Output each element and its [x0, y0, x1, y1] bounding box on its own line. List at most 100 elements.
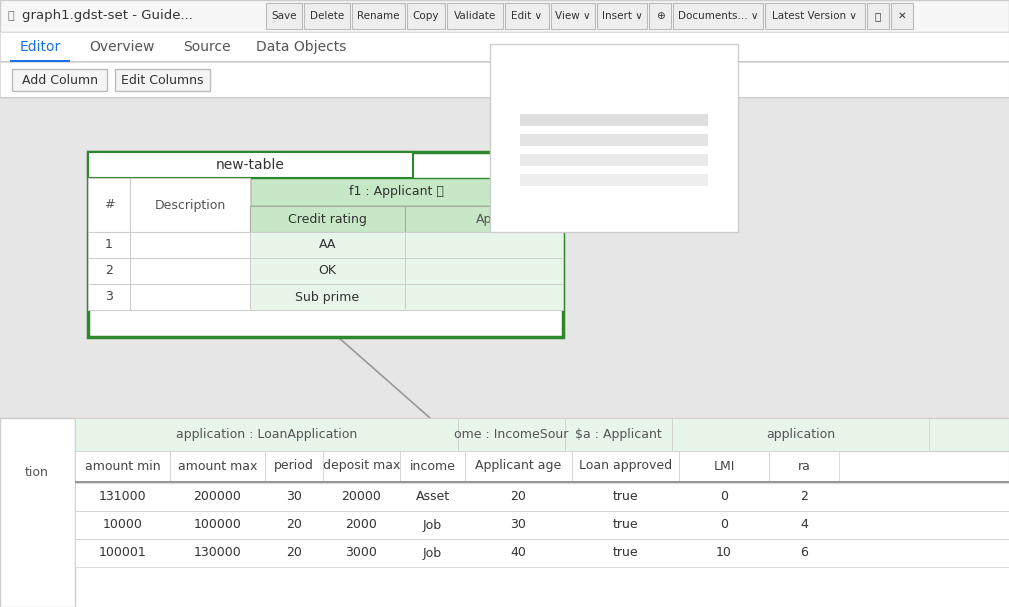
Bar: [0, 62, 1009, 98]
Text: Loan approved: Loan approved: [579, 459, 672, 472]
Bar: [504, 3, 549, 29]
Text: Job: Job: [423, 546, 442, 560]
Text: 20000: 20000: [342, 490, 381, 503]
Bar: [465, 451, 572, 481]
Text: tion: tion: [25, 467, 49, 480]
Text: 6: 6: [800, 546, 808, 560]
Bar: [0, 0, 1009, 32]
Bar: [88, 258, 130, 284]
Text: 131000: 131000: [99, 490, 146, 503]
Bar: [520, 154, 708, 166]
Bar: [88, 152, 413, 178]
Bar: [0, 418, 1009, 607]
Bar: [75, 483, 1009, 511]
Bar: [769, 451, 839, 481]
Text: Save: Save: [271, 11, 297, 21]
Bar: [405, 284, 563, 310]
Text: 2000: 2000: [345, 518, 377, 532]
Bar: [597, 3, 647, 29]
Bar: [88, 152, 563, 337]
Bar: [10, 60, 70, 62]
Bar: [405, 258, 563, 284]
Bar: [0, 61, 1009, 62]
Text: 🔒: 🔒: [8, 11, 14, 21]
Text: ome : IncomeSour: ome : IncomeSour: [454, 428, 569, 441]
Text: 30: 30: [287, 490, 302, 503]
Bar: [673, 3, 763, 29]
Bar: [572, 451, 679, 481]
Bar: [12, 69, 107, 91]
Bar: [352, 3, 405, 29]
Text: 20: 20: [287, 546, 302, 560]
Text: Delete: Delete: [310, 11, 344, 21]
Bar: [490, 44, 738, 232]
Bar: [679, 451, 769, 481]
Bar: [672, 418, 929, 451]
Text: OK: OK: [319, 265, 336, 277]
Text: deposit max: deposit max: [323, 459, 401, 472]
Text: Overview: Overview: [90, 40, 154, 54]
Text: Rename: Rename: [357, 11, 400, 21]
Bar: [520, 114, 708, 126]
Bar: [0, 418, 75, 607]
Bar: [75, 481, 1009, 483]
Text: 20: 20: [511, 490, 527, 503]
Text: Job: Job: [423, 518, 442, 532]
Bar: [891, 3, 913, 29]
Bar: [551, 3, 595, 29]
Text: Insert ∨: Insert ∨: [601, 11, 643, 21]
Text: Edit Columns: Edit Columns: [121, 73, 204, 87]
Bar: [88, 178, 130, 232]
Text: 4: 4: [800, 518, 808, 532]
Text: 100001: 100001: [99, 546, 146, 560]
Bar: [88, 284, 130, 310]
Text: Data Objects: Data Objects: [256, 40, 346, 54]
Text: graph1.gdst-set - Guide...: graph1.gdst-set - Guide...: [22, 10, 193, 22]
Bar: [0, 32, 1009, 62]
Bar: [130, 178, 250, 232]
Text: application: application: [766, 428, 835, 441]
Text: 30: 30: [511, 518, 527, 532]
Text: Ap: Ap: [476, 212, 492, 225]
Text: true: true: [612, 546, 639, 560]
Text: 0: 0: [720, 490, 728, 503]
Bar: [520, 174, 708, 186]
Text: amount min: amount min: [85, 459, 160, 472]
Bar: [0, 97, 1009, 98]
Bar: [407, 3, 445, 29]
Bar: [75, 418, 458, 451]
Bar: [565, 418, 672, 451]
Bar: [250, 258, 405, 284]
Bar: [0, 98, 1009, 418]
Bar: [266, 3, 302, 29]
Text: application : LoanApplication: application : LoanApplication: [176, 428, 357, 441]
Bar: [250, 178, 563, 206]
Text: 130000: 130000: [194, 546, 241, 560]
Bar: [250, 232, 405, 258]
Bar: [520, 134, 708, 146]
Text: 3: 3: [105, 291, 113, 304]
Text: Add Column: Add Column: [21, 73, 98, 87]
Text: View ∨: View ∨: [555, 11, 591, 21]
Text: 3000: 3000: [345, 546, 377, 560]
Bar: [765, 3, 865, 29]
Text: Latest Version ∨: Latest Version ∨: [773, 11, 858, 21]
Text: 100000: 100000: [194, 518, 241, 532]
Text: true: true: [612, 518, 639, 532]
Text: 10: 10: [716, 546, 732, 560]
Text: Copy: Copy: [413, 11, 439, 21]
Bar: [130, 232, 250, 258]
Bar: [405, 232, 563, 258]
Bar: [75, 511, 1009, 539]
Bar: [250, 284, 405, 310]
Text: 1: 1: [105, 239, 113, 251]
Text: amount max: amount max: [178, 459, 257, 472]
Text: LMI: LMI: [713, 459, 735, 472]
Text: #: #: [104, 198, 114, 211]
Text: 20: 20: [287, 518, 302, 532]
Text: income: income: [410, 459, 455, 472]
Bar: [649, 3, 671, 29]
Bar: [323, 451, 400, 481]
Bar: [75, 451, 170, 481]
Text: ⤤: ⤤: [875, 11, 881, 21]
